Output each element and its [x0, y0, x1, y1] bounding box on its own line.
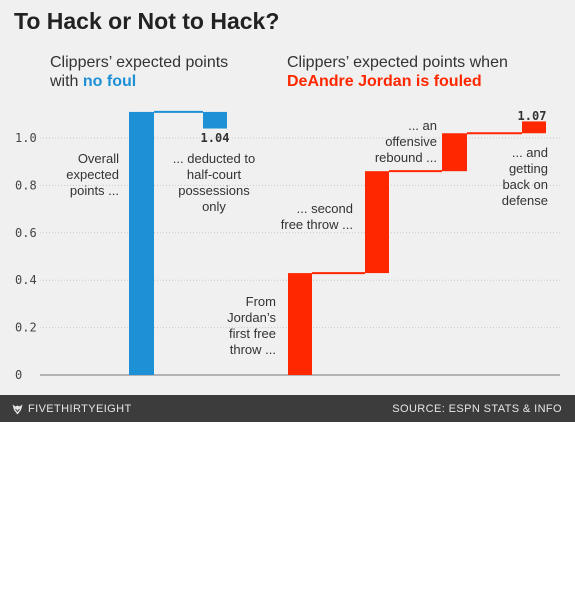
- footer-brand: FIVETHIRTYEIGHT: [12, 403, 132, 415]
- step-annotation: ... an offensive rebound ...: [375, 118, 437, 165]
- waterfall-bar: [522, 121, 546, 134]
- y-tick-label: 0.4: [15, 273, 37, 287]
- chart-card: To Hack or Not to Hack? Clippers’ expect…: [0, 0, 575, 422]
- waterfall-bar: [365, 171, 389, 274]
- waterfall-bar: [203, 111, 227, 129]
- waterfall-bar: [129, 111, 154, 376]
- step-annotation: Overall expected points ...: [66, 151, 119, 198]
- right-subtitle: Clippers’ expected points when DeAndre J…: [287, 53, 508, 91]
- footer-source: SOURCE: ESPN STATS & INFO: [392, 403, 562, 415]
- left-subtitle: Clippers’ expected points with no foul: [50, 53, 228, 91]
- y-tick-label: 0.8: [15, 178, 37, 192]
- right-subtitle-line1: Clippers’ expected points when: [287, 54, 508, 71]
- y-tick-label: 0.6: [15, 226, 37, 240]
- waterfall-chart: 0 0.2 0.4 0.6 0.8 1.0 Overall expected points ..…: [15, 109, 560, 382]
- step-annotation: ... second free throw ...: [281, 201, 353, 232]
- fivethirtyeight-fox-icon: [12, 404, 23, 414]
- left-subtitle-prefix: with: [50, 73, 83, 90]
- footer-brand-text: FIVETHIRTYEIGHT: [28, 403, 132, 415]
- left-subtitle-line1: Clippers’ expected points: [50, 54, 229, 71]
- left-subtitle-highlight: no foul: [82, 73, 137, 90]
- footer-bar: FIVETHIRTYEIGHT SOURCE: ESPN STATS & INF…: [0, 395, 575, 422]
- value-label: 1.07: [518, 109, 547, 123]
- step-annotation: ... deducted to half-court possessions only: [173, 151, 255, 214]
- chart-title: To Hack or Not to Hack?: [14, 8, 280, 34]
- step-annotation: From Jordan’s first free throw ...: [227, 294, 276, 357]
- left-subtitle-line2: with no foul: [50, 72, 228, 91]
- waterfall-bar: [288, 273, 312, 375]
- y-tick-label: 0: [15, 368, 22, 382]
- value-label: 1.04: [201, 131, 230, 145]
- y-tick-label: 1.0: [15, 131, 37, 145]
- waterfall-bar: [442, 133, 467, 172]
- step-annotation: ... and getting back on defense: [502, 145, 548, 208]
- right-subtitle-highlight: DeAndre Jordan is fouled: [287, 73, 482, 90]
- y-tick-label: 0.2: [15, 321, 37, 335]
